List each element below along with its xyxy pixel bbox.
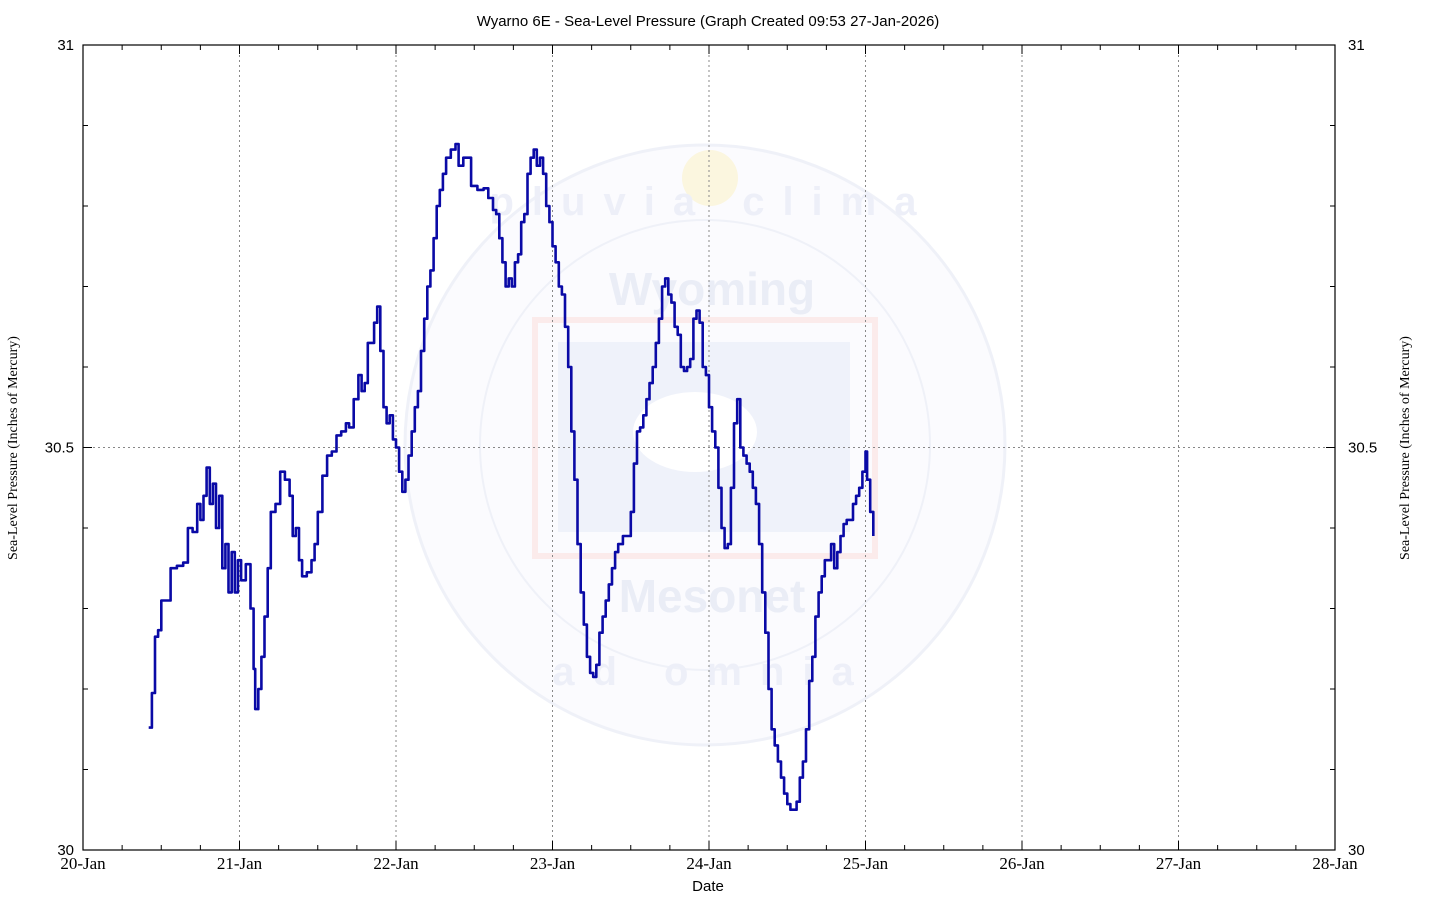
x-tick-label: 24-Jan: [686, 854, 732, 873]
watermark-motto-top: pluvia clima: [490, 180, 935, 224]
chart-title: Wyarno 6E - Sea-Level Pressure (Graph Cr…: [477, 13, 940, 30]
x-tick-label: 23-Jan: [530, 854, 576, 873]
y-axis-label-right: Sea-Level Pressure (Inches of Mercury): [1398, 336, 1413, 560]
y-tick-label-right: 30.5: [1348, 440, 1377, 457]
y-axis-label-left: Sea-Level Pressure (Inches of Mercury): [6, 336, 21, 560]
series-line: [148, 142, 875, 811]
x-tick-labels: 20-Jan 21-Jan 22-Jan 23-Jan 24-Jan 25-Jan 26-J…: [60, 854, 1358, 873]
y-tick-label-left: 30.5: [45, 440, 74, 457]
mesonet-watermark-logo: Wyoming Mesonet pluvia clima ad omnia: [403, 143, 1007, 747]
x-tick-label: 27-Jan: [1156, 854, 1202, 873]
watermark-top-word: Wyoming: [609, 263, 815, 315]
x-tick-label: 25-Jan: [843, 854, 889, 873]
y-tick-label-left: 31: [57, 37, 74, 54]
watermark-motto-bottom: ad omnia: [552, 650, 872, 694]
x-tick-label: 28-Jan: [1312, 854, 1358, 873]
x-tick-label: 22-Jan: [373, 854, 419, 873]
y-tick-labels: 30 30 30.5 30.5 31 31: [45, 37, 1377, 859]
y-tick-label-right: 31: [1348, 37, 1365, 54]
x-axis-label: Date: [692, 878, 724, 895]
x-tick-label: 20-Jan: [60, 854, 106, 873]
x-tick-label: 26-Jan: [999, 854, 1045, 873]
y-tick-label-left: 30: [57, 842, 74, 859]
x-tick-label: 21-Jan: [217, 854, 263, 873]
y-tick-label-right: 30: [1348, 842, 1365, 859]
grid-lines: [83, 45, 1335, 850]
plot-frame: [82, 44, 1336, 851]
watermark-bottom-word: Mesonet: [619, 570, 806, 622]
